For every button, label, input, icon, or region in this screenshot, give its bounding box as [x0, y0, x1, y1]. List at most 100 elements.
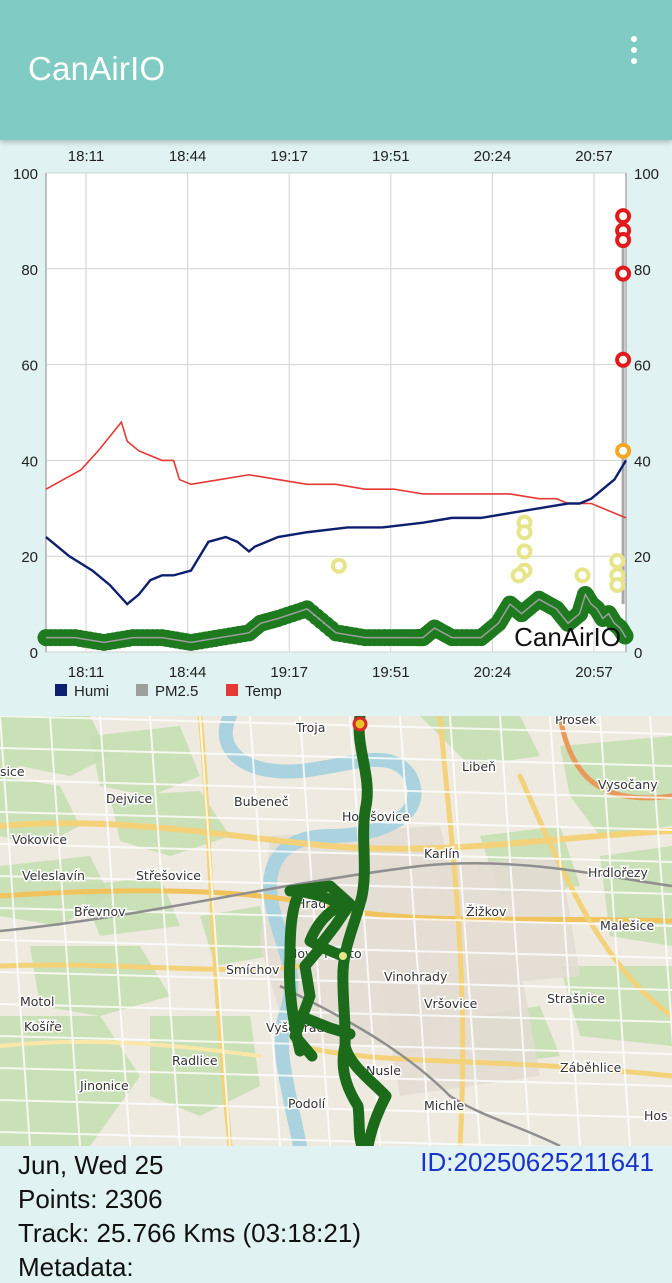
map-minor-road [0, 1003, 672, 1023]
menu-dot [631, 47, 637, 53]
map-place-label: sice [0, 764, 25, 779]
menu-dot [631, 58, 637, 64]
map-place-label: Dejvice [106, 791, 153, 806]
track-points: Points: 2306 [18, 1184, 163, 1214]
map-road [0, 1039, 262, 1058]
highlight-point [609, 552, 626, 569]
legend-swatch [55, 684, 67, 696]
y-tick-label-right: 40 [634, 453, 651, 470]
map-place-label: Prosek [555, 716, 597, 727]
chart-watermark: CanAirIO [514, 622, 621, 652]
map-place-label: Malešice [600, 918, 654, 933]
map-place-label: Troja [295, 720, 325, 735]
map-place-label: Podolí [288, 1096, 326, 1111]
map-place-label: Košíře [24, 1019, 62, 1034]
map-river [218, 716, 422, 1146]
map-minor-road [599, 716, 631, 1146]
map-place-label: Nusle [366, 1063, 401, 1078]
map-place-label: Jinonice [79, 1078, 129, 1093]
map-place-label: Žižkov [466, 904, 507, 919]
map-place-label: Michle [424, 1098, 465, 1113]
map-minor-road [0, 779, 672, 799]
map-road [0, 888, 672, 924]
map-track [337, 1040, 368, 1146]
more-vert-icon[interactable] [612, 28, 656, 72]
map-minor-road [0, 716, 672, 735]
highlight-point [615, 442, 632, 459]
map-place-label: Libeň [462, 759, 496, 774]
map-place-label: Břevnov [74, 904, 126, 919]
x-tick-label-bottom: 18:11 [68, 664, 104, 681]
map-place-label: Veleslavín [22, 868, 85, 883]
map-minor-road [0, 811, 672, 831]
map-track [294, 1010, 356, 1040]
map-place-label: Vinohrady [384, 969, 448, 984]
map-park [0, 776, 80, 846]
menu-dot [631, 36, 637, 42]
pm25-line [46, 592, 627, 644]
legend-swatch [226, 684, 238, 696]
map-minor-road [99, 716, 131, 1146]
track-map[interactable]: Troja Prosek Libeň Vysočany Dejvice Bubeneč Ho… [0, 716, 672, 1146]
track-date: Jun, Wed 25 [18, 1150, 164, 1180]
map-park [0, 1016, 140, 1146]
map-place-label: Radlice [172, 1053, 218, 1068]
app-title: CanAirIO [28, 50, 166, 87]
x-tick-label-bottom: 19:51 [372, 664, 410, 681]
map-railway [279, 984, 561, 1146]
highlight-point [615, 351, 632, 368]
map-place-label: Hos [644, 1108, 668, 1123]
x-tick-label-top: 18:11 [68, 148, 104, 165]
map-minor-road [0, 1099, 672, 1119]
map-place-label: Vokovice [12, 832, 67, 847]
map-track [284, 880, 356, 954]
map-minor-road [0, 1035, 672, 1055]
map-minor-road [249, 716, 281, 1146]
y-tick-label-right: 80 [634, 262, 651, 279]
map-minor-road [0, 716, 31, 1146]
map-park [0, 716, 110, 776]
map-place-label: Holešovice [342, 809, 410, 824]
map-park [560, 966, 672, 1046]
legend-label: PM2.5 [155, 683, 198, 700]
x-tick-label-bottom: 19:17 [270, 664, 308, 681]
x-tick-label-top: 20:24 [474, 148, 512, 165]
map-minor-road [649, 716, 672, 1046]
highlight-point [615, 232, 632, 249]
x-tick-label-top: 19:51 [372, 148, 410, 165]
x-tick-label-top: 20:57 [575, 148, 613, 165]
plot-area [45, 172, 627, 653]
map-park [200, 906, 270, 966]
map-track [337, 716, 373, 1052]
y-tick-label-left: 0 [30, 645, 38, 662]
y-tick-label-left: 40 [21, 453, 38, 470]
pm25-point [616, 627, 634, 645]
track-distance: Track: 25.766 Kms (03:18:21) [18, 1218, 361, 1248]
map-minor-road [0, 747, 672, 767]
x-tick-label-bottom: 18:44 [169, 664, 207, 681]
x-tick-label-top: 18:44 [169, 148, 207, 165]
highlight-point [330, 557, 347, 574]
y-tick-label-right: 60 [634, 358, 651, 375]
track-id[interactable]: ID:20250625211641 [420, 1147, 654, 1177]
y-tick-label-right: 20 [634, 549, 651, 566]
map-road [0, 820, 672, 852]
map-place-label: Strašnice [547, 991, 605, 1006]
highlight-point [516, 524, 533, 541]
sensor-chart[interactable]: 18:11 18:11 18:44 18:44 19:17 19:17 19:51 19:51… [0, 140, 672, 715]
chart-svg: 18:11 18:11 18:44 18:44 19:17 19:17 19:51 19:51… [13, 148, 659, 700]
y-tick-label-left: 60 [21, 358, 38, 375]
map-minor-road [549, 716, 581, 1146]
map-minor-road [49, 716, 81, 1146]
map-place-label: Hrdlořezy [588, 865, 648, 880]
map-place-label: Bubeneč [234, 794, 289, 809]
track-info: Jun, Wed 25 ID:20250625211641 Points: 23… [0, 1146, 672, 1282]
track-metadata: Metadata: [18, 1252, 134, 1282]
y-tick-label-right: 0 [634, 645, 642, 662]
map-place-label: Smíchov [226, 962, 280, 977]
highlight-point [609, 576, 626, 593]
app-bar: CanAirIO [0, 0, 672, 140]
map-park [560, 736, 672, 836]
map-place-label: Střešovice [136, 868, 201, 883]
legend-label: Temp [245, 683, 282, 700]
